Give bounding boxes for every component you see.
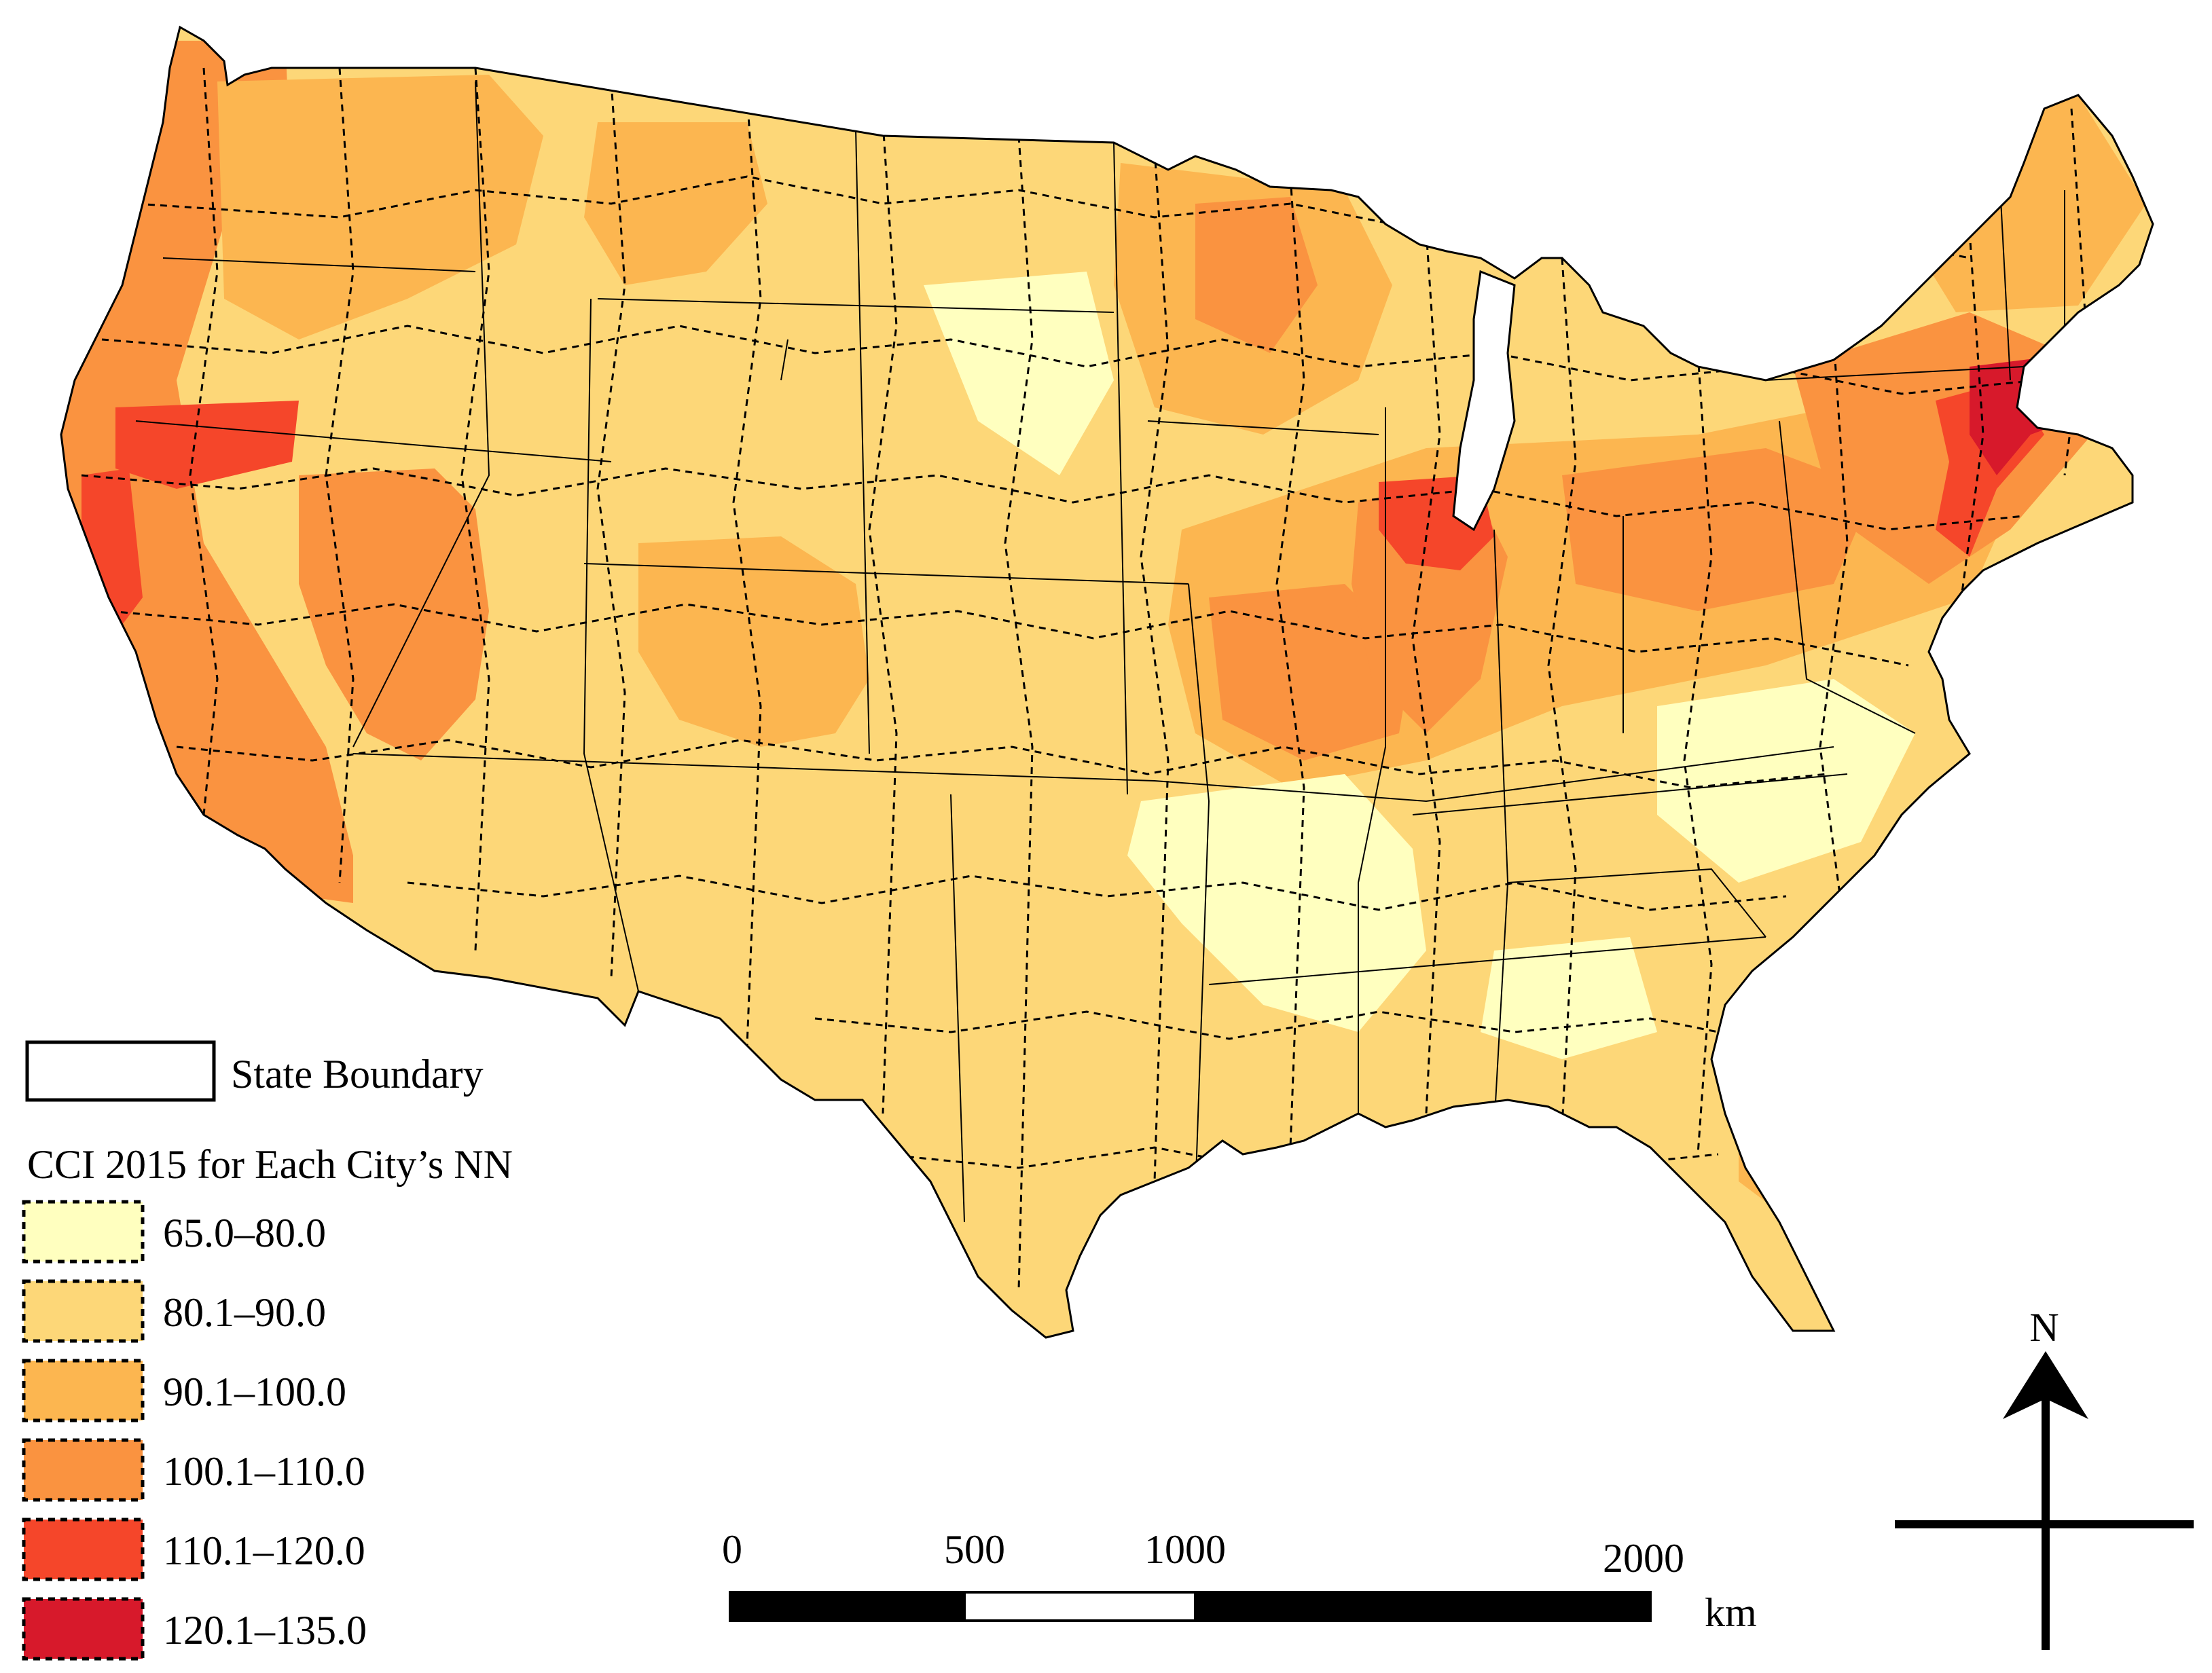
north-arrow-head [2003,1351,2088,1419]
us-outline [60,25,2154,1339]
legend-class-label-1: 65.0–80.0 [163,1211,326,1255]
legend-classes: 65.0–80.0 80.1–90.0 90.1–100.0 100.1–110.0 1… [22,1200,367,1661]
legend: State Boundary CCI 2015 for Each City’s … [22,1040,513,1661]
legend-swatch-6 [22,1597,145,1661]
scale-tick-1000: 1000 [1144,1527,1226,1572]
cci-regions [61,27,2153,1338]
legend-class-label-5: 110.1–120.0 [163,1528,365,1573]
legend-class-label-4: 100.1–110.0 [163,1449,365,1494]
scale-bar-seg-2 [963,1591,1197,1622]
scale-bar-seg-3 [1194,1591,1652,1622]
region-northwest-interior [217,75,543,339]
scale-tick-0: 0 [722,1527,742,1572]
north-arrow: N [1895,1305,2194,1650]
region-colorado [638,536,869,747]
region-dakotas-low [924,272,1114,475]
region-montana [584,122,767,285]
region-deep-south-low [1481,937,1657,1059]
legend-state-boundary-swatch [25,1040,216,1102]
scale-unit: km [1705,1590,1757,1635]
region-ohio [1562,448,1874,611]
region-minnesota [1195,197,1318,353]
legend-class-label-3: 90.1–100.0 [163,1369,346,1414]
legend-swatch-1 [22,1200,145,1264]
legend-swatch-2 [22,1279,145,1343]
region-southeast-low [1127,774,1426,1032]
legend-title: CCI 2015 for Each City’s NN [27,1142,513,1187]
legend-class-label-6: 120.1–135.0 [163,1608,367,1653]
north-label: N [2029,1305,2059,1350]
legend-swatch-4 [22,1438,145,1502]
legend-swatch-5 [22,1518,145,1581]
region-great-basin [299,468,489,760]
legend-swatch-3 [22,1359,145,1422]
scale-bar-seg-1 [729,1591,966,1622]
scale-tick-500: 500 [944,1527,1005,1572]
region-carolinas-low [1657,679,1915,883]
scale-bar: 0 500 1000 2000 km [722,1527,1757,1635]
scale-tick-2000: 2000 [1603,1536,1684,1581]
legend-class-label-2: 80.1–90.0 [163,1290,326,1335]
us-map [60,25,2154,1339]
legend-state-boundary-label: State Boundary [231,1052,484,1097]
lake-michigan [1452,270,1516,532]
